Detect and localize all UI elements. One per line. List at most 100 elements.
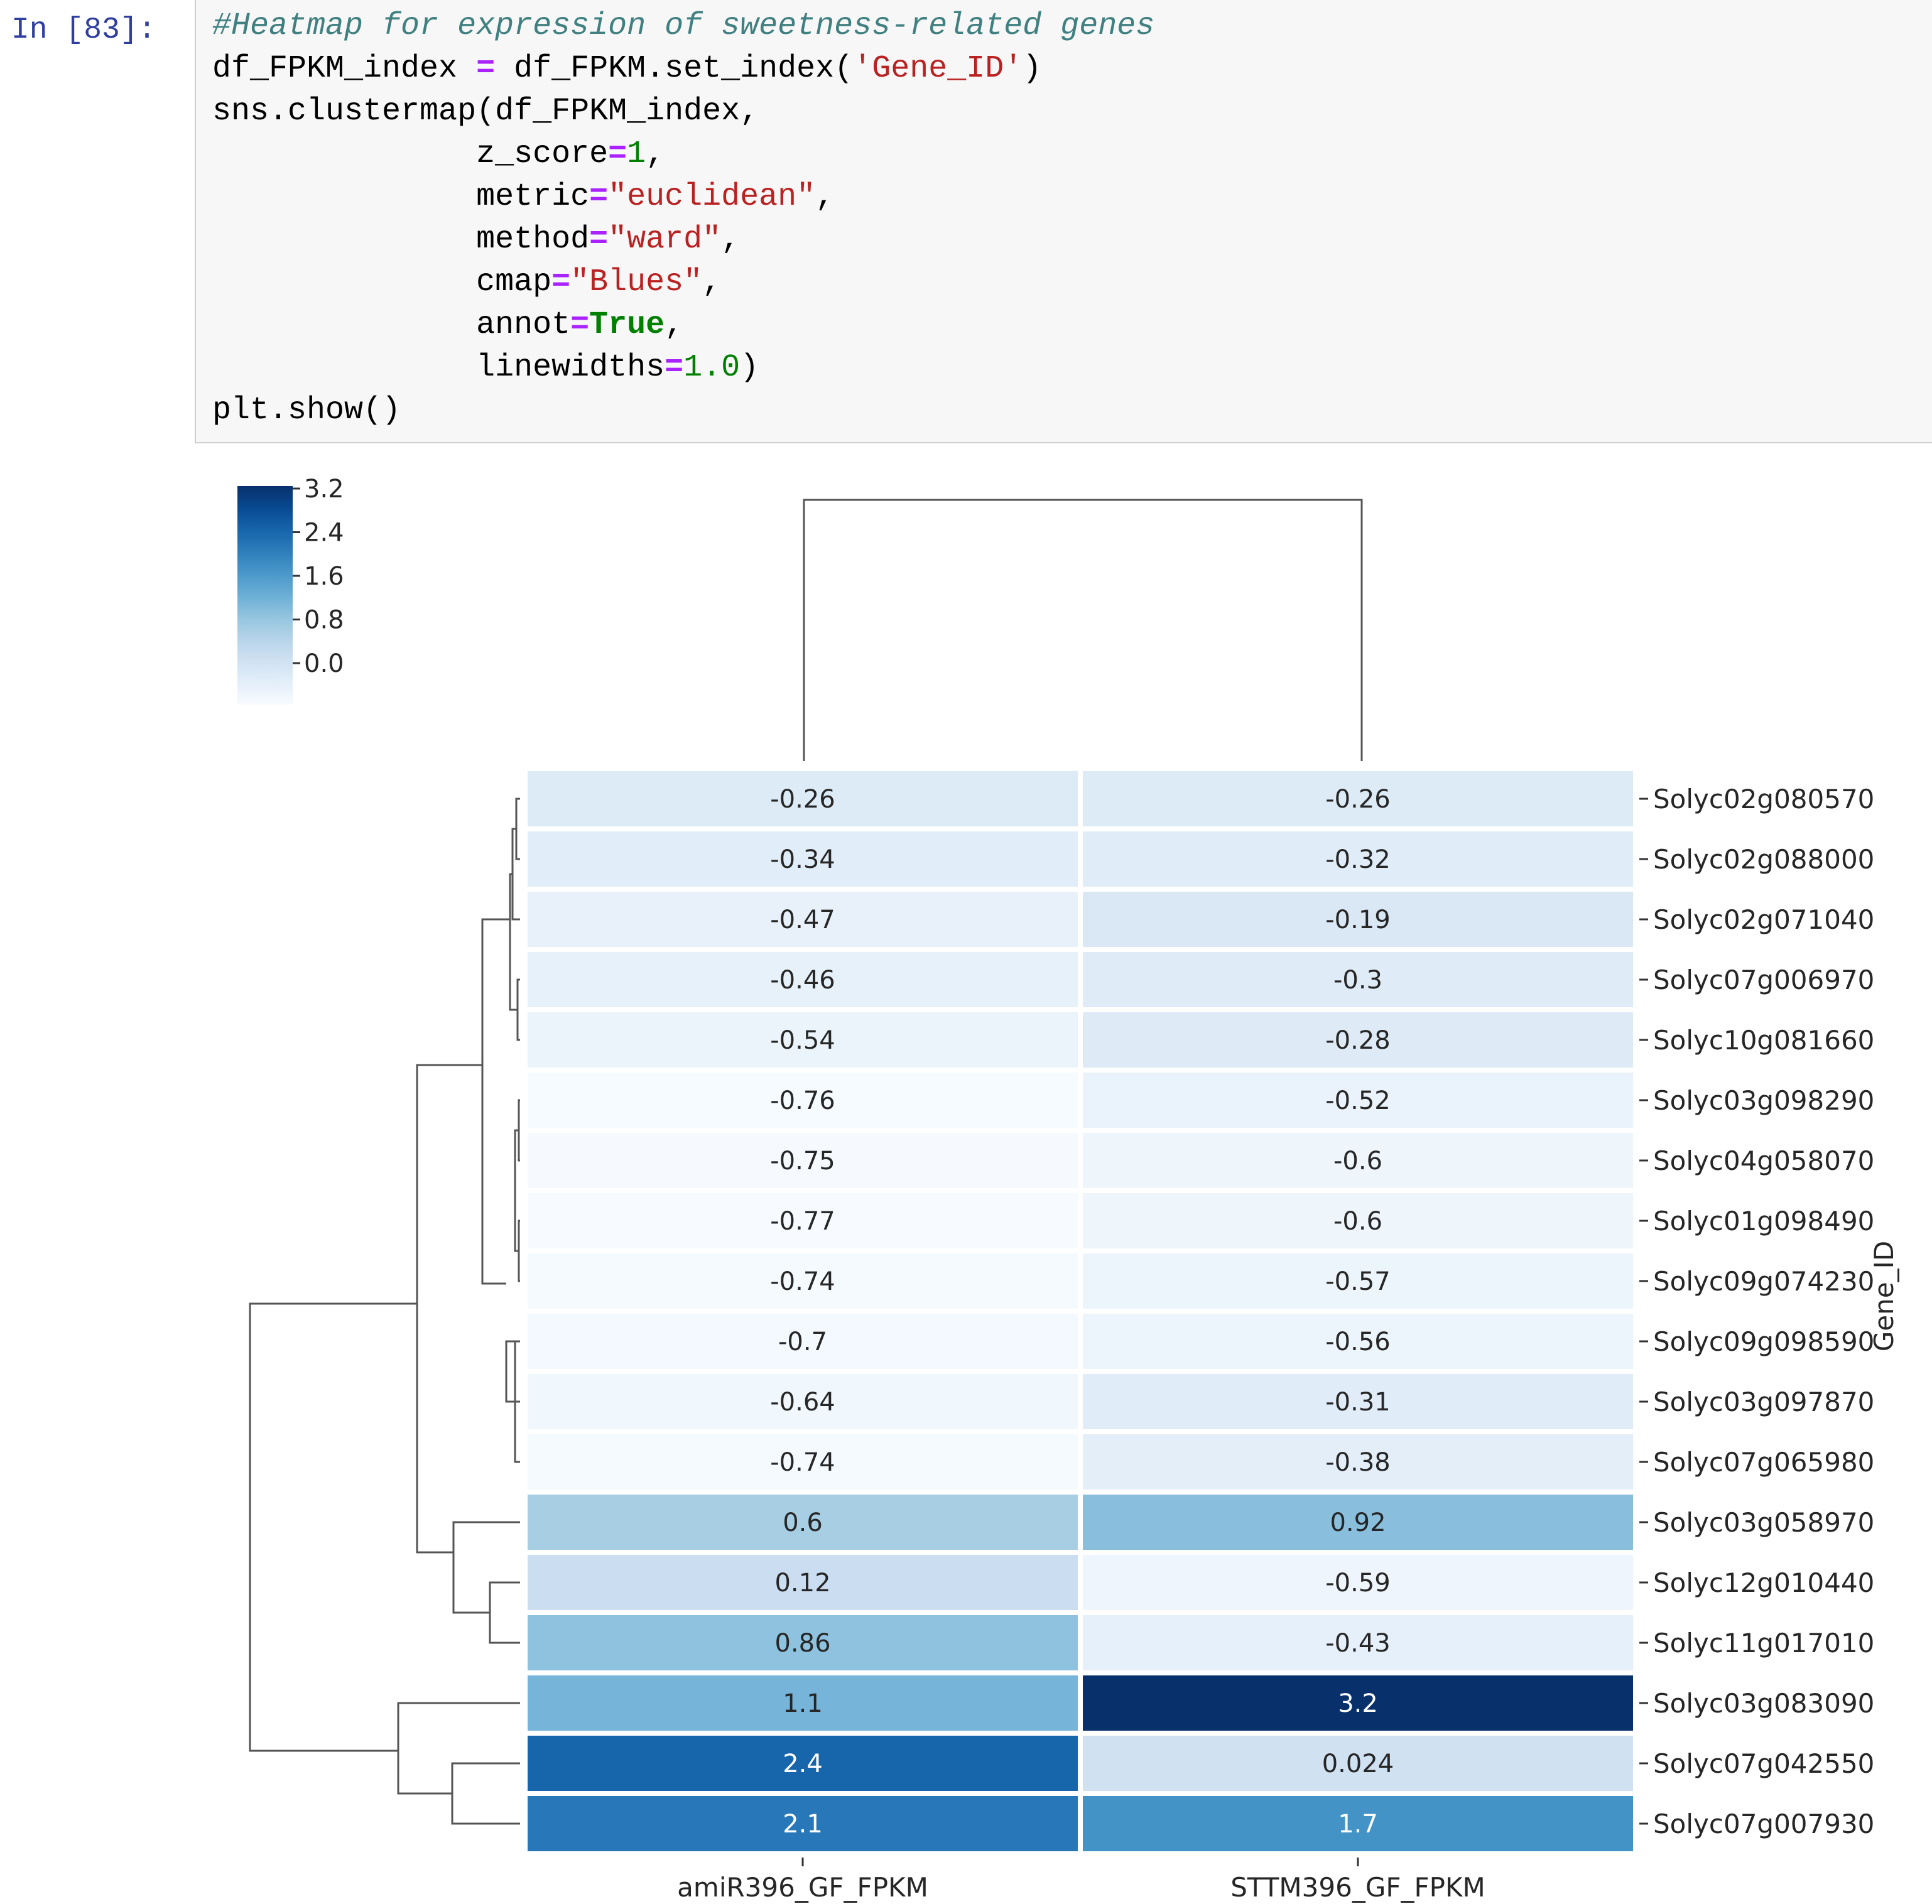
- heatmap-cell: [1078, 947, 1638, 1012]
- cell-annotation: -0.75: [770, 1147, 835, 1176]
- cell-annotation: 2.1: [783, 1810, 823, 1839]
- cell-annotation: -0.28: [1325, 1026, 1391, 1055]
- cell-prompt: In [83]:: [11, 13, 156, 47]
- code-token: "euclidean": [608, 179, 816, 215]
- row-label: Solyc03g097870: [1653, 1387, 1874, 1417]
- cell-annotation: 2.4: [783, 1750, 823, 1778]
- code-text[interactable]: #Heatmap for expression of sweetness-rel…: [212, 5, 1154, 432]
- row-dendrogram-branch: [452, 1521, 520, 1614]
- code-token: =: [665, 350, 684, 386]
- code-token: =: [551, 264, 571, 300]
- cell-annotation: -0.43: [1325, 1629, 1391, 1658]
- colorbar-tick-label: 0.8: [304, 606, 344, 635]
- heatmap-cell: [1078, 1309, 1638, 1374]
- row-label: Solyc03g083090: [1653, 1688, 1874, 1719]
- code-token: z_score: [212, 136, 609, 172]
- code-token: "ward": [608, 222, 722, 257]
- cell-annotation: 1.1: [783, 1689, 823, 1718]
- code-token: =: [608, 136, 627, 172]
- code-token: =: [589, 222, 609, 257]
- cell-annotation: -0.3: [1333, 966, 1382, 995]
- heatmap-cell: [1078, 1188, 1638, 1253]
- code-token: 'Gene_ID': [853, 51, 1023, 87]
- row-label: Solyc04g058070: [1653, 1145, 1874, 1176]
- row-dendrogram-branch: [505, 1340, 520, 1403]
- cell-annotation: -0.64: [770, 1388, 835, 1417]
- row-dendrogram-branch: [249, 1302, 417, 1752]
- code-token: #Heatmap for expression of sweetness-rel…: [212, 8, 1155, 44]
- row-label: Solyc02g088000: [1653, 844, 1874, 875]
- cell-annotation: -0.52: [1325, 1086, 1391, 1115]
- code-token: ,: [646, 136, 665, 172]
- code-line: cmap="Blues",: [212, 261, 1154, 304]
- code-token: method: [212, 222, 590, 257]
- column-label: STTM396_GF_FPKM: [1230, 1872, 1485, 1903]
- cell-annotation: -0.47: [770, 906, 835, 934]
- cell-annotation: -0.59: [1325, 1569, 1391, 1598]
- cell-annotation: 1.7: [1338, 1810, 1378, 1839]
- cell-annotation: -0.56: [1325, 1328, 1391, 1356]
- row-dendrogram-branch: [515, 798, 520, 860]
- cell-annotation: -0.38: [1325, 1448, 1391, 1477]
- heatmap-cell: [1078, 1128, 1638, 1193]
- row-dendrogram-branch: [451, 1762, 520, 1825]
- cell-annotation: -0.74: [770, 1267, 835, 1296]
- row-label: Solyc02g080570: [1653, 784, 1874, 814]
- code-line: metric="euclidean",: [212, 176, 1154, 219]
- code-token: sns.clustermap(df_FPKM_index,: [212, 94, 759, 129]
- code-token: ,: [815, 179, 835, 215]
- row-dendrogram-branch: [514, 1129, 519, 1252]
- colorbar-tick-label: 3.2: [304, 475, 344, 504]
- cell-annotation: 0.92: [1330, 1508, 1386, 1537]
- heatmap-cell: [523, 1610, 1083, 1675]
- heatmap-cell: [1078, 1068, 1638, 1133]
- heatmap-cell: [1078, 1610, 1638, 1675]
- code-token: "Blues": [570, 264, 703, 300]
- colorbar-tick-label: 0.0: [304, 649, 344, 678]
- code-token: =: [476, 51, 496, 87]
- code-line: #Heatmap for expression of sweetness-rel…: [212, 5, 1154, 48]
- row-dendrogram-branch: [397, 1702, 520, 1795]
- row-dendrogram-branch: [509, 873, 518, 1011]
- code-line: sns.clustermap(df_FPKM_index,: [212, 90, 1154, 133]
- cell-annotation: 0.024: [1322, 1750, 1394, 1778]
- cell-annotation: 0.12: [774, 1569, 830, 1598]
- cell-annotation: -0.32: [1325, 845, 1391, 874]
- code-token: metric: [212, 179, 590, 215]
- code-line: df_FPKM_index = df_FPKM.set_index('Gene_…: [212, 48, 1154, 90]
- heatmap-cell: [1078, 1429, 1638, 1495]
- code-token: cmap: [212, 264, 552, 300]
- code-token: df_FPKM.set_index(: [495, 51, 854, 87]
- cell-annotation: -0.74: [770, 1448, 835, 1477]
- code-token: ,: [702, 264, 722, 300]
- code-token: =: [589, 179, 609, 215]
- row-label: Solyc01g098490: [1653, 1206, 1874, 1236]
- cell-annotation: -0.6: [1333, 1207, 1382, 1236]
- cell-annotation: -0.6: [1333, 1147, 1382, 1176]
- column-dendrogram: [803, 499, 1363, 761]
- code-editor[interactable]: #Heatmap for expression of sweetness-rel…: [195, 0, 1932, 443]
- cell-annotation: -0.77: [770, 1207, 835, 1236]
- row-dendrogram-branch: [489, 1581, 520, 1644]
- row-label: Solyc03g058970: [1653, 1507, 1874, 1538]
- heatmap-cell: [523, 1670, 1083, 1736]
- row-dendrogram-branch: [514, 1341, 520, 1463]
- heatmap-cell: [1078, 887, 1638, 952]
- code-token: 1: [627, 136, 646, 172]
- row-dendrogram-branch: [518, 1220, 520, 1282]
- cell-output: -0.26 -0.26 -0.34 -0.32 -0.47 -0.19 -0.46 -0.3 -…: [0, 446, 1932, 1904]
- cell-annotation: 0.6: [783, 1508, 823, 1537]
- heatmap-cell: [1078, 1369, 1638, 1434]
- code-token: ): [1023, 51, 1042, 87]
- cell-annotation: -0.26: [1325, 785, 1391, 814]
- row-dendrogram-branch: [518, 1099, 520, 1162]
- row-dendrogram-branch: [516, 978, 520, 1041]
- y-axis-label: Gene_ID: [1869, 1241, 1899, 1352]
- code-token: plt.show(): [212, 392, 401, 428]
- code-token: True: [589, 307, 665, 343]
- cell-annotation: -0.57: [1325, 1267, 1391, 1296]
- code-line: z_score=1,: [212, 133, 1154, 176]
- row-label: Solyc07g042550: [1653, 1748, 1874, 1779]
- code-token: annot: [212, 307, 571, 343]
- column-label: amiR396_GF_FPKM: [677, 1872, 928, 1903]
